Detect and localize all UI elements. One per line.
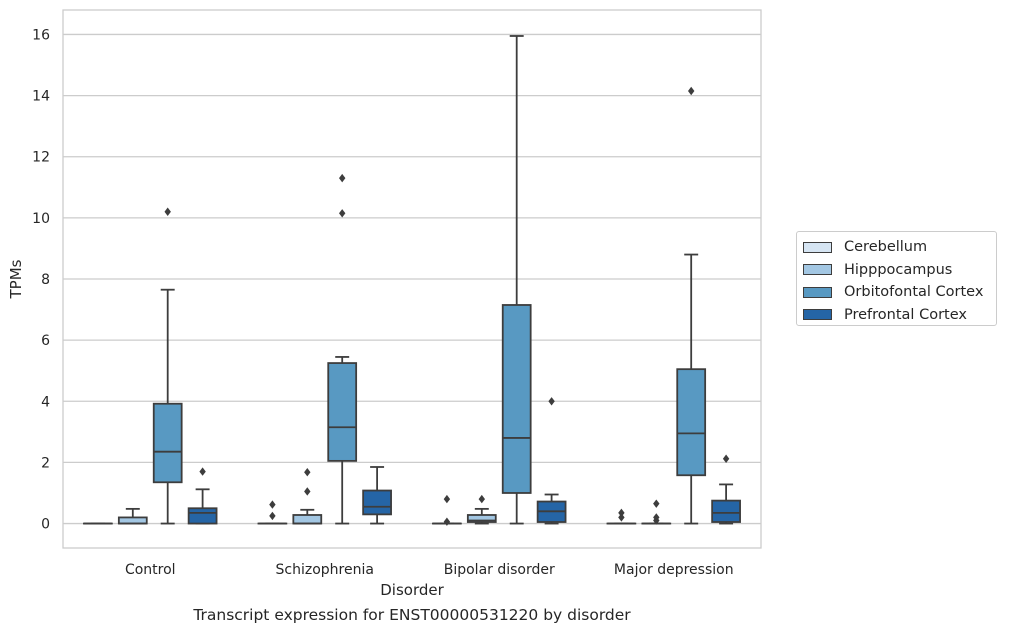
y-tick-label: 14 xyxy=(32,89,50,105)
outlier-point xyxy=(618,508,625,518)
outlier-point xyxy=(164,207,171,216)
box-body xyxy=(362,489,392,516)
box-3-3 xyxy=(711,454,741,525)
outlier-point xyxy=(443,517,451,526)
y-tick-label: 6 xyxy=(41,333,50,349)
legend-swatch xyxy=(803,264,832,276)
legend-item-cerebellum: Cerebellum xyxy=(803,236,996,259)
box-1-3 xyxy=(641,499,672,525)
outlier-point xyxy=(199,467,206,476)
legend-swatch xyxy=(803,241,832,253)
outlier-point xyxy=(653,513,660,522)
legend-item-prefrontal-cortex: Prefrontal Cortex xyxy=(803,304,996,327)
box-3-1 xyxy=(362,466,392,525)
legend-item-orbitofrontal-cortex: Orbitofontal Cortex xyxy=(803,281,996,304)
box-body xyxy=(152,402,183,484)
outlier-point xyxy=(443,494,451,504)
legend-item-hippocampus: Hipppocampus xyxy=(803,259,996,282)
legend-label: Hipppocampus xyxy=(844,261,953,278)
y-axis-label: TPMs xyxy=(7,259,25,299)
box-body xyxy=(117,516,148,525)
plot-area-frame xyxy=(62,9,762,549)
y-tick-label: 0 xyxy=(41,517,50,533)
x-tick-label: Control xyxy=(125,562,176,578)
box-0-3 xyxy=(606,508,637,525)
y-tick-label: 2 xyxy=(41,455,50,471)
box-body xyxy=(711,499,741,523)
outlier-point xyxy=(269,511,276,521)
legend-swatch xyxy=(803,286,832,298)
y-tick-label: 8 xyxy=(41,272,50,288)
legend-label: Cerebellum xyxy=(844,239,928,256)
box-2-3 xyxy=(676,86,707,525)
box-body xyxy=(187,507,218,525)
outlier-point xyxy=(304,467,311,477)
box-1-0 xyxy=(117,507,148,525)
box-3-0 xyxy=(187,467,218,525)
outlier-point xyxy=(618,513,625,522)
legend-label: Orbitofontal Cortex xyxy=(844,284,984,301)
outlier-point xyxy=(339,173,346,183)
box-body xyxy=(466,514,497,523)
box-body xyxy=(292,514,323,525)
box-1-2 xyxy=(466,494,497,525)
box-2-0 xyxy=(152,207,183,525)
legend-label: Prefrontal Cortex xyxy=(844,306,967,323)
box-body xyxy=(501,304,532,494)
y-tick-label: 4 xyxy=(41,394,50,410)
y-tick-labels: 0 2 4 6 8 10 12 14 16 xyxy=(32,27,50,532)
outlier-point xyxy=(269,500,276,509)
box-2-1 xyxy=(327,173,358,525)
y-tick-label: 12 xyxy=(32,150,50,166)
y-tick-label: 10 xyxy=(32,211,50,227)
x-tick-labels: Control Schizophrenia Bipolar disorder Majo… xyxy=(125,562,734,578)
outlier-point xyxy=(339,209,346,218)
x-tick-label: Bipolar disorder xyxy=(444,562,555,578)
x-tick-label: Major depression xyxy=(614,562,734,578)
legend: Cerebellum Hipppocampus Orbitofontal Cor… xyxy=(796,231,997,326)
box-body xyxy=(676,368,707,477)
chart-caption: Transcript expression for ENST0000053122… xyxy=(193,606,631,624)
x-tick-label: Schizophrenia xyxy=(276,562,374,578)
box-0-1 xyxy=(257,500,288,525)
outlier-point xyxy=(653,499,660,508)
outlier-point xyxy=(688,86,695,96)
x-axis-label: Disorder xyxy=(380,581,444,599)
outlier-point xyxy=(304,487,311,496)
box-3-2 xyxy=(536,397,567,525)
box-0-2 xyxy=(432,494,462,526)
outlier-point xyxy=(478,494,485,504)
y-tick-label: 16 xyxy=(32,27,50,43)
outlier-point xyxy=(722,454,730,463)
box-1-1 xyxy=(292,467,323,525)
box-2-2 xyxy=(501,35,532,525)
box-body xyxy=(327,362,358,462)
boxes xyxy=(83,35,741,526)
outlier-point xyxy=(548,397,555,406)
legend-swatch xyxy=(803,309,832,321)
